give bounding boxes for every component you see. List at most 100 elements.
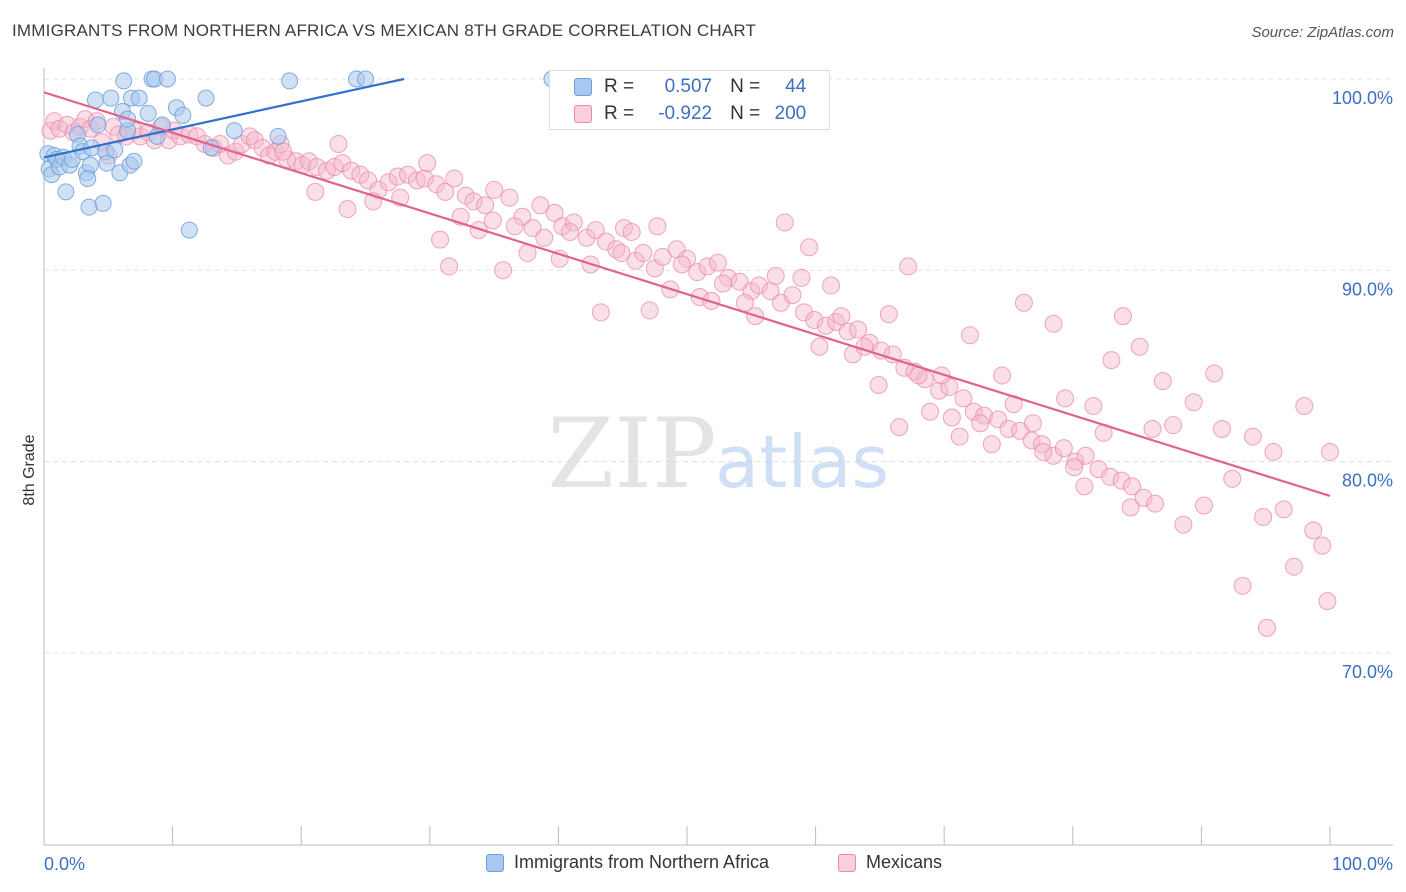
data-point-mexicans [822, 276, 841, 295]
watermark-zip: ZIP [547, 398, 716, 510]
n-label: N = [730, 103, 761, 124]
data-point-mexicans [436, 182, 455, 201]
data-point-mexicans [800, 238, 819, 257]
data-point-mexicans [500, 188, 519, 207]
data-point-mexicans [1044, 446, 1063, 465]
data-point-mexicans [999, 419, 1018, 438]
data-point-mexicans [560, 223, 579, 241]
data-point-mexicans [921, 402, 940, 421]
data-point-mexicans [464, 192, 483, 211]
data-point-mexicans [1194, 496, 1213, 515]
data-point-mexicans [750, 276, 769, 295]
data-point-northern-africa [269, 127, 287, 145]
data-point-mexicans [810, 337, 829, 356]
r-label: R = [604, 103, 635, 124]
data-point-mexicans [890, 418, 909, 437]
data-point-mexicans [1066, 452, 1085, 471]
data-point-mexicans [827, 312, 846, 331]
y-tick-label: 90.0% [1342, 279, 1393, 299]
data-point-mexicans [954, 389, 973, 408]
chart-title: IMMIGRANTS FROM NORTHERN AFRICA VS MEXIC… [12, 21, 757, 40]
data-point-mexicans [816, 316, 835, 335]
data-point-mexicans [333, 154, 352, 173]
data-point-northern-africa [80, 198, 98, 216]
data-point-mexicans [971, 414, 990, 433]
legend-row-pink: R = -0.922 N = 200 [574, 101, 806, 127]
data-point-mexicans [1184, 393, 1203, 412]
data-point-mexicans [1075, 477, 1094, 496]
legend-item-mexicans: Mexicans [838, 852, 942, 873]
data-point-mexicans [379, 173, 398, 192]
data-point-mexicans [564, 213, 583, 232]
data-point-mexicans [1113, 307, 1132, 326]
data-point-mexicans [1084, 397, 1103, 416]
series-mexicans [41, 110, 1339, 637]
data-point-northern-africa [102, 89, 120, 107]
data-point-mexicans [1076, 446, 1095, 465]
data-point-mexicans [586, 221, 605, 240]
data-point-mexicans [942, 408, 961, 427]
data-point-mexicans [1223, 469, 1242, 488]
gridlines [44, 78, 1393, 654]
data-point-mexicans [1054, 439, 1073, 458]
blue-swatch [574, 78, 592, 96]
data-point-mexicans [1023, 414, 1042, 433]
data-point-mexicans [1130, 337, 1149, 356]
data-point-mexicans [964, 402, 983, 421]
data-point-northern-africa [115, 72, 133, 90]
r-value: -0.922 [658, 103, 713, 124]
data-point-northern-africa [79, 169, 97, 187]
y-tick-label: 70.0% [1342, 662, 1393, 682]
data-point-mexicans [690, 288, 709, 307]
data-point-mexicans [440, 257, 459, 276]
y-axis-label: 8th Grade [21, 434, 38, 505]
data-point-mexicans [688, 263, 707, 282]
data-point-mexicans [640, 301, 659, 320]
n-label: N = [730, 76, 761, 97]
trend-lines [43, 77, 1331, 497]
data-point-northern-africa [357, 70, 374, 88]
data-point-mexicans [626, 251, 645, 270]
data-point-northern-africa [158, 70, 176, 88]
data-point-northern-africa [57, 183, 75, 201]
n-value: 44 [785, 76, 807, 97]
data-point-mexicans [398, 165, 417, 184]
data-point-northern-africa [89, 116, 107, 134]
data-point-mexicans [41, 121, 60, 140]
data-point-mexicans [1257, 618, 1276, 637]
data-point-mexicans [1044, 314, 1063, 333]
data-point-mexicans [1212, 419, 1231, 438]
data-point-mexicans [1243, 427, 1262, 446]
data-point-mexicans [930, 381, 949, 400]
r-value: 0.507 [664, 76, 713, 97]
data-point-northern-africa [98, 154, 116, 172]
data-point-mexicans [513, 207, 532, 226]
n-value: 200 [774, 103, 807, 124]
data-point-northern-africa [174, 106, 192, 124]
data-point-mexicans [792, 268, 811, 287]
data-point-mexicans [648, 217, 667, 236]
data-point-mexicans [1295, 397, 1314, 416]
data-point-mexicans [1153, 372, 1172, 391]
data-point-mexicans [494, 261, 513, 280]
data-point-mexicans [805, 310, 824, 329]
data-point-mexicans [950, 427, 969, 446]
trend-line-mexicans [43, 91, 1331, 497]
data-point-mexicans [1318, 592, 1337, 611]
data-point-mexicans [1164, 416, 1183, 435]
data-point-northern-africa [197, 89, 215, 107]
correlation-legend: R = 0.507 N = 44 R = -0.922 N = 200 [549, 70, 830, 130]
data-point-mexicans [766, 266, 785, 285]
data-point-northern-africa [130, 89, 148, 107]
data-point-northern-africa [281, 72, 299, 90]
data-point-mexicans [307, 157, 326, 176]
data-point-mexicans [531, 196, 550, 215]
data-point-mexicans [714, 274, 733, 293]
data-point-mexicans [899, 257, 918, 276]
data-point-mexicans [634, 244, 653, 263]
data-point-mexicans [407, 171, 426, 190]
data-point-mexicans [1205, 364, 1224, 383]
data-point-mexicans [505, 217, 524, 236]
tick-labels: 70.0% 80.0% 90.0% 100.0% 0.0% 100.0% [44, 88, 1393, 874]
